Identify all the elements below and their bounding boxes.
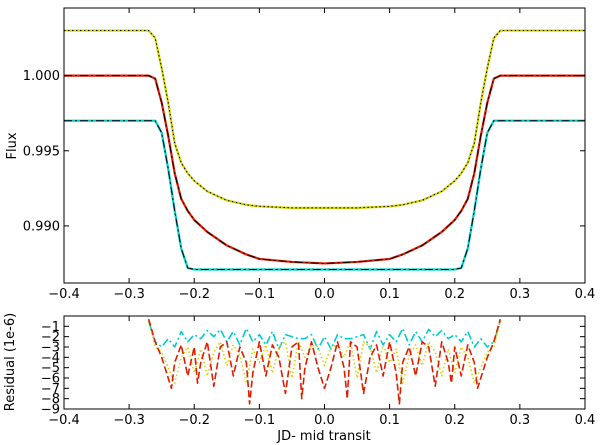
flux-axes-frame [63,7,586,284]
residual-y-tick-label: −8 [41,392,60,407]
residual-axes-frame [63,315,586,410]
flux-x-tick-label: 0.3 [510,287,531,302]
residual-x-tick-label: −0.3 [113,413,145,428]
flux-x-tick-label: 0.4 [575,287,596,302]
residual-x-tick-label: −0.4 [48,413,80,428]
residual-y-tick-label: −4 [41,351,60,366]
residual-series-2-line [147,320,502,384]
flux-series-group [64,29,585,271]
residual-x-tick-label: 0.0 [314,413,335,428]
flux-y-tick-label: 1.000 [23,69,60,84]
flux-x-tick-label: 0.0 [314,287,335,302]
residual-series-1-line [147,320,502,350]
residual-x-tick-label: −0.1 [244,413,276,428]
flux-series-3-overlay [64,120,585,270]
residual-y-axis-label: Residual (1e-6) [3,313,18,411]
flux-x-tick-label: 0.1 [379,287,400,302]
residual-y-tick-label: −7 [41,382,60,397]
residual-series-3-line [147,318,502,405]
flux-axis-ticks: −0.4 −0.3 −0.2 −0.1 0.0 0.1 0.2 0.3 0.4 0.990 0.99… [23,8,596,302]
flux-y-axis-label: Flux [5,132,20,159]
residual-x-tick-label: −0.2 [178,413,210,428]
flux-x-tick-label: −0.4 [48,287,80,302]
residual-y-tick-label: −5 [41,361,60,376]
residual-x-tick-label: 0.3 [510,413,531,428]
residual-x-tick-label: 0.4 [575,413,596,428]
residual-panel: −0.4 −0.3 −0.2 −0.1 0.0 0.1 0.2 0.3 0.4−9−8−7−6−… [3,313,595,444]
residual-x-tick-label: 0.1 [379,413,400,428]
flux-series-1-overlay [64,30,585,209]
residual-y-tick-label: −2 [41,330,60,345]
flux-y-tick-label: 0.990 [23,219,60,234]
flux-x-tick-label: −0.3 [113,287,145,302]
flux-x-tick-label: −0.2 [178,287,210,302]
flux-y-tick-label: 0.995 [23,144,60,159]
residual-y-tick-label: −6 [41,372,60,387]
flux-panel: −0.4 −0.3 −0.2 −0.1 0.0 0.1 0.2 0.3 0.4 0.990 0.99… [5,7,596,302]
residual-y-tick-label: −1 [41,320,60,335]
flux-x-tick-label: 0.2 [444,287,465,302]
flux-x-tick-label: −0.1 [244,287,276,302]
flux-series-2-overlay [64,75,585,264]
residual-axis-ticks: −0.4 −0.3 −0.2 −0.1 0.0 0.1 0.2 0.3 0.4−9−8−7−6−… [41,316,596,428]
residual-series-group [147,318,502,405]
residual-x-axis-label: JD- mid transit [276,429,370,444]
residual-y-tick-label: −3 [41,341,60,356]
residual-x-tick-label: 0.2 [444,413,465,428]
residual-y-tick-label: −9 [41,403,60,418]
